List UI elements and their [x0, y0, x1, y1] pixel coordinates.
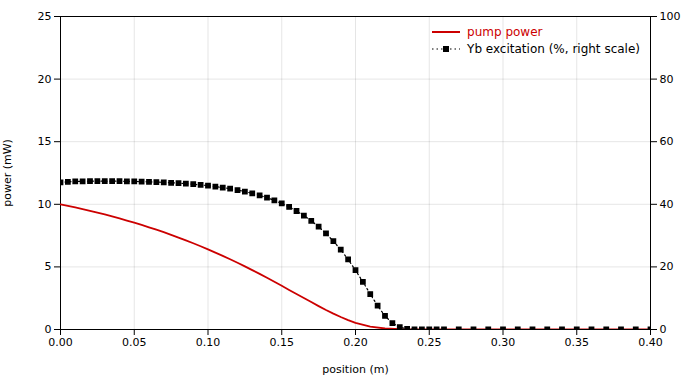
- svg-text:0: 0: [45, 323, 52, 336]
- svg-text:10: 10: [38, 198, 52, 211]
- svg-text:20: 20: [38, 73, 52, 86]
- svg-text:power (mW): power (mW): [1, 139, 14, 207]
- svg-text:25: 25: [38, 10, 52, 23]
- svg-text:0.00: 0.00: [48, 336, 73, 349]
- svg-text:0.30: 0.30: [491, 336, 516, 349]
- svg-text:0.05: 0.05: [122, 336, 147, 349]
- svg-text:60: 60: [660, 135, 674, 148]
- html-text:pump power: pump power: [467, 25, 543, 39]
- svg-text:80: 80: [660, 73, 674, 86]
- svg-text:0.25: 0.25: [417, 336, 442, 349]
- svg-text:20: 20: [660, 260, 674, 273]
- svg-text:40: 40: [660, 198, 674, 211]
- svg-text:5: 5: [45, 260, 52, 273]
- svg-text:0.20: 0.20: [343, 336, 368, 349]
- svg-text:0.35: 0.35: [565, 336, 590, 349]
- svg-text:0.40: 0.40: [638, 336, 663, 349]
- svg-text:0: 0: [660, 323, 667, 336]
- svg-text:15: 15: [38, 135, 52, 148]
- svg-text:position (m): position (m): [322, 363, 388, 375]
- svg-text:0.10: 0.10: [196, 336, 221, 349]
- svg-text:100: 100: [660, 10, 681, 23]
- svg-text:0.15: 0.15: [270, 336, 295, 349]
- html-text:Yb excitation (%, right scale): Yb excitation (%, right scale): [467, 42, 640, 56]
